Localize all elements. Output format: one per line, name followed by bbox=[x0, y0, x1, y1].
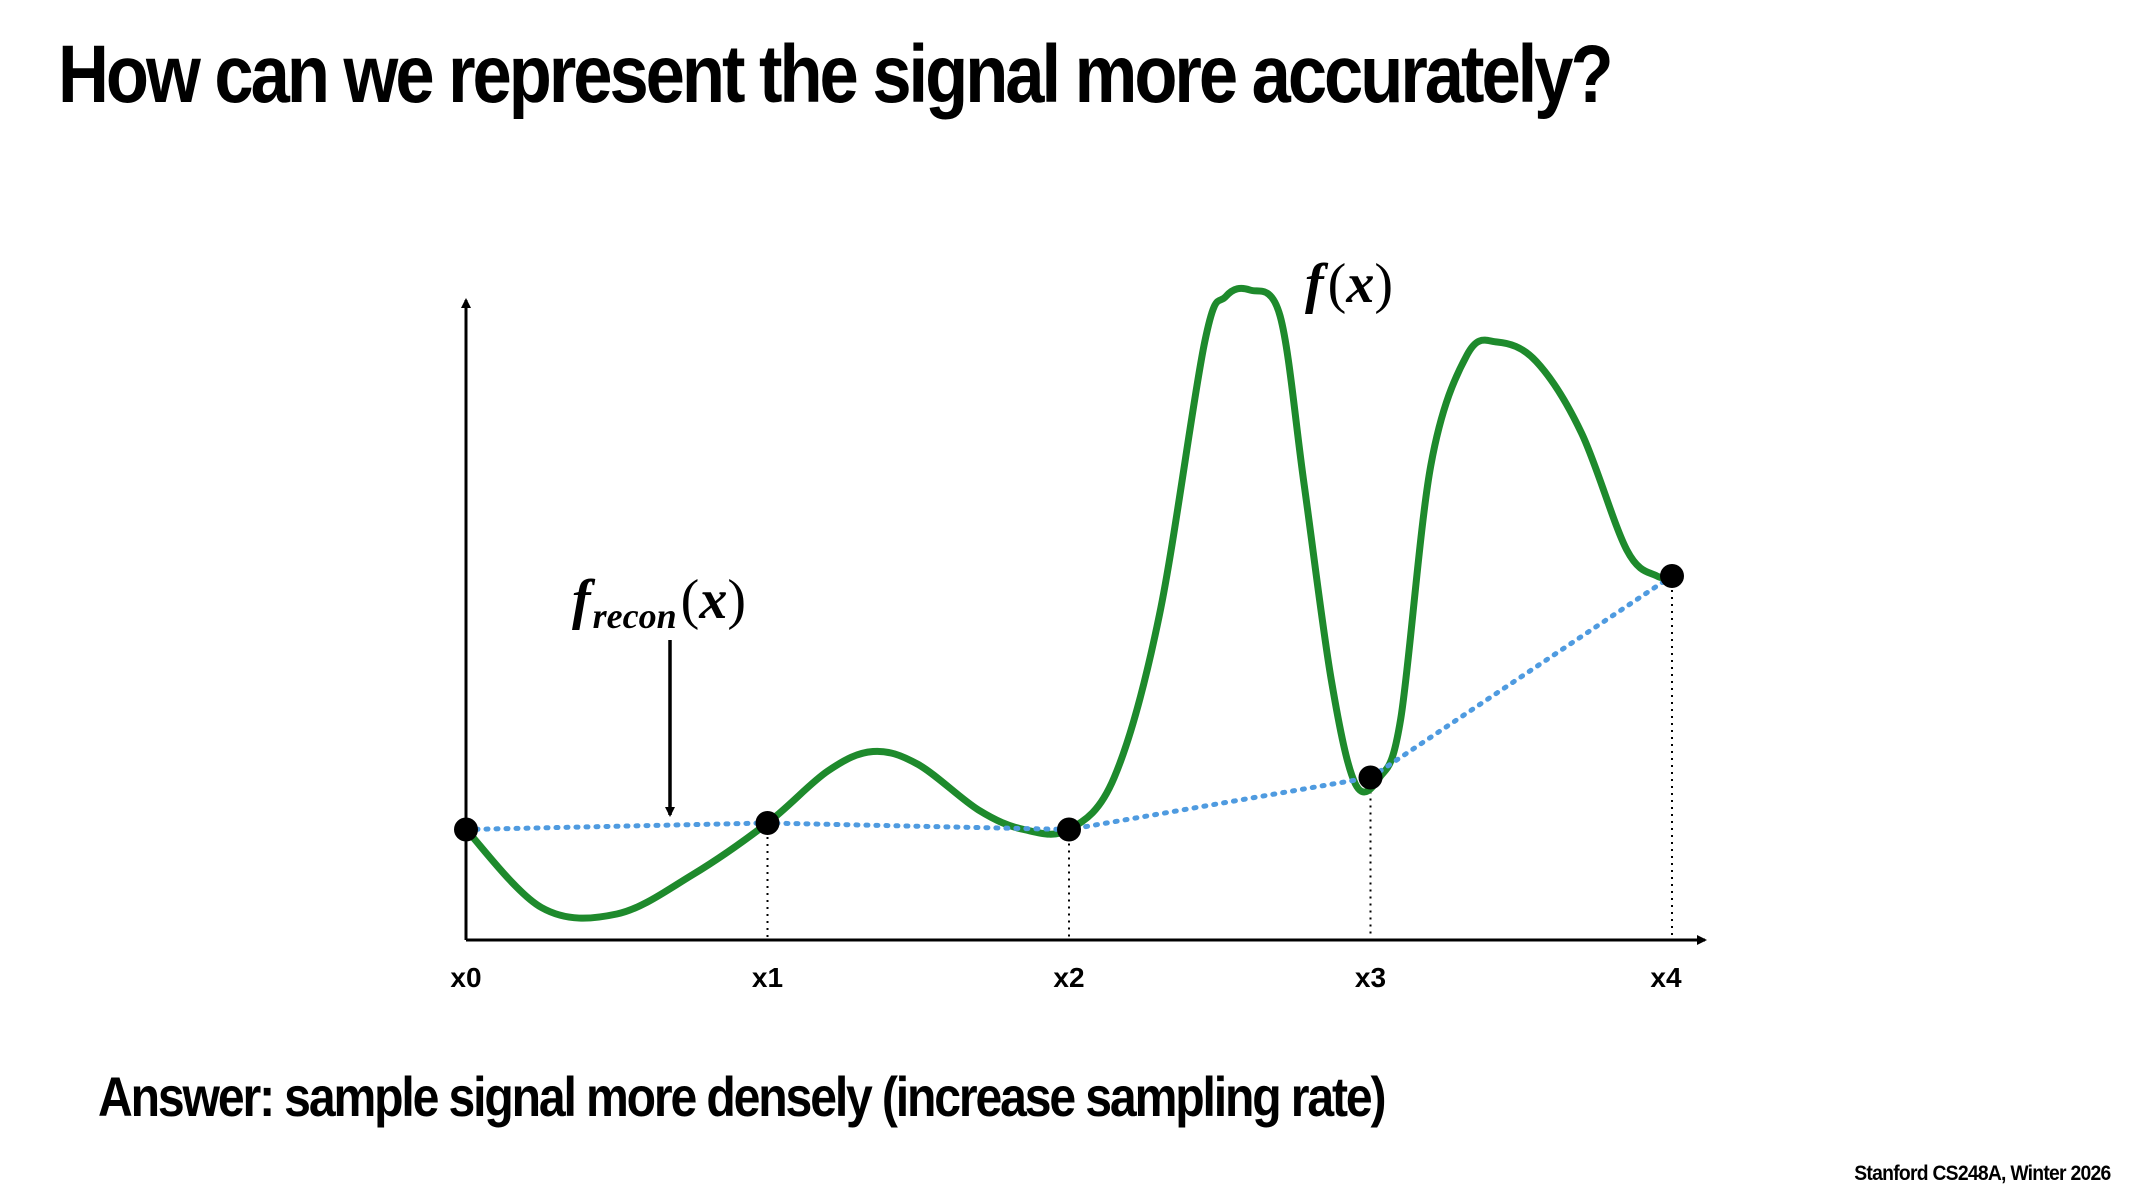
reconstruction-label: frecon(x) bbox=[572, 569, 746, 636]
signal-label: f(x) bbox=[1305, 253, 1393, 315]
answer-text: Answer: sample signal more densely (incr… bbox=[98, 1065, 1387, 1128]
sample-point-x3 bbox=[1358, 765, 1383, 790]
x-tick-label-x1: x1 bbox=[752, 962, 783, 993]
slide-title: How can we represent the signal more acc… bbox=[58, 29, 1614, 120]
x-tick-label-x3: x3 bbox=[1355, 962, 1386, 993]
sample-points bbox=[454, 564, 1684, 842]
x-tick-label-x4: x4 bbox=[1650, 962, 1682, 993]
signal-curve bbox=[462, 284, 1676, 922]
x-tick-label-x0: x0 bbox=[450, 962, 481, 993]
sample-point-x1 bbox=[755, 811, 780, 835]
sample-point-x0 bbox=[454, 817, 478, 842]
x-tick-label-x2: x2 bbox=[1053, 962, 1084, 993]
sample-point-x2 bbox=[1057, 817, 1081, 842]
course-footer: Stanford CS248A, Winter 2026 bbox=[1854, 1162, 2112, 1185]
sample-point-x4 bbox=[1660, 564, 1684, 588]
sample-guide-lines bbox=[766, 576, 1673, 940]
x-tick-labels: x0 x1 x2 x3 x4 bbox=[450, 962, 1682, 993]
